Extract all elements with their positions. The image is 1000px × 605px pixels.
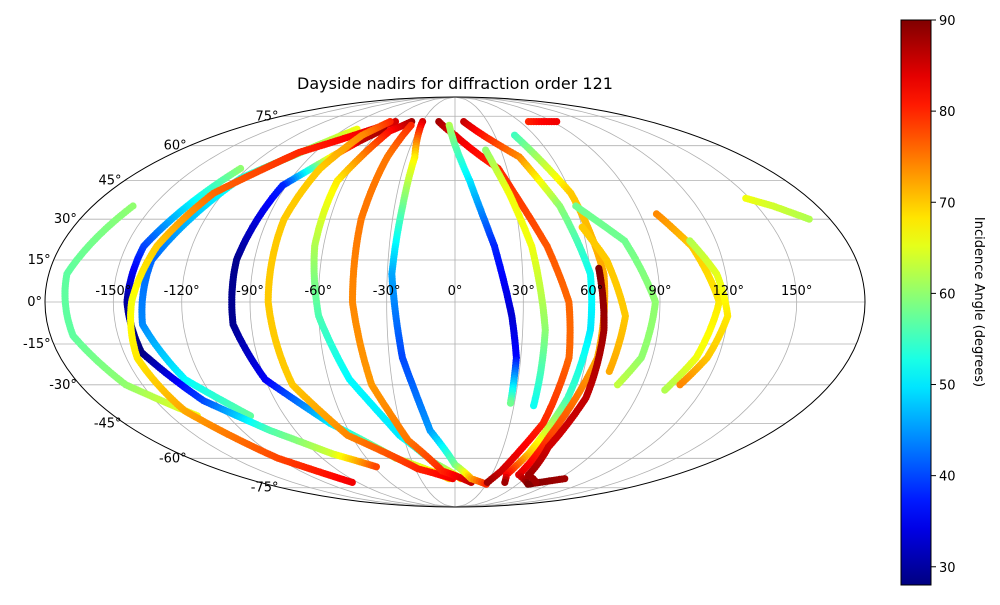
longitude-tick-label: 150° [781, 284, 812, 299]
longitude-tick-label: -120° [164, 284, 200, 299]
colorbar-gradient [900, 19, 932, 586]
longitude-tick-label: 120° [713, 284, 744, 299]
longitude-tick-labels: -150° -120° -90° -60° -30° 0° 30° 60° 90° 120° 150… [95, 284, 812, 299]
longitude-tick-label: -30° [373, 284, 401, 299]
colorbar-tick-label: 90 [939, 14, 956, 29]
colorbar-tick-label: 80 [939, 105, 956, 120]
data-point [605, 367, 613, 375]
data-points [61, 118, 813, 488]
longitude-gridline [112, 97, 456, 507]
longitude-tick-label: 60° [580, 284, 603, 299]
colorbar-tick-label: 40 [939, 470, 956, 485]
longitude-gridline [454, 97, 661, 507]
latitude-tick-label: 15° [28, 253, 51, 268]
colorbar: 30 40 50 60 70 80 90 Incidence Angle (degrees) [900, 14, 986, 586]
colorbar-tick-label: 50 [939, 379, 956, 394]
latitude-tick-label: -15° [23, 337, 51, 352]
colorbar-tick-label: 30 [939, 561, 956, 576]
chart-title: Dayside nadirs for diffraction order 121 [297, 74, 613, 93]
latitude-tick-label: -75° [251, 481, 279, 496]
latitude-tick-label: 0° [27, 295, 42, 310]
data-point [805, 215, 813, 223]
longitude-tick-label: -90° [236, 284, 264, 299]
longitude-tick-label: -60° [304, 284, 332, 299]
latitude-tick-label: 30° [54, 212, 77, 227]
data-point [553, 118, 561, 126]
latitude-tick-label: 60° [164, 139, 187, 154]
longitude-tick-label: 90° [648, 284, 671, 299]
data-point [676, 381, 684, 389]
data-point [561, 475, 569, 483]
data-point [483, 478, 491, 486]
data-point [613, 381, 622, 389]
latitude-tick-label: -60° [159, 451, 187, 466]
data-point [506, 399, 515, 407]
colorbar-label: Incidence Angle (degrees) [971, 217, 986, 387]
longitude-tick-label: 30° [512, 284, 535, 299]
data-point [501, 478, 509, 486]
latitude-tick-label: 75° [255, 109, 278, 124]
data-point [532, 478, 540, 486]
graticule [45, 97, 865, 507]
data-point [348, 478, 356, 486]
longitude-tick-label: 0° [448, 284, 463, 299]
latitude-tick-label: 45° [99, 174, 122, 189]
longitude-gridline [386, 97, 456, 507]
colorbar-tick-label: 60 [939, 287, 956, 302]
colorbar-ticks: 30 40 50 60 70 80 90 [931, 14, 956, 576]
longitude-tick-label: -150° [95, 284, 131, 299]
data-point [530, 402, 538, 410]
colorbar-tick-label: 70 [939, 196, 956, 211]
data-point [372, 463, 380, 471]
data-point [661, 386, 669, 394]
longitude-gridline [454, 97, 798, 507]
latitude-tick-label: -45° [94, 416, 122, 431]
latitude-tick-label: -30° [49, 378, 77, 393]
